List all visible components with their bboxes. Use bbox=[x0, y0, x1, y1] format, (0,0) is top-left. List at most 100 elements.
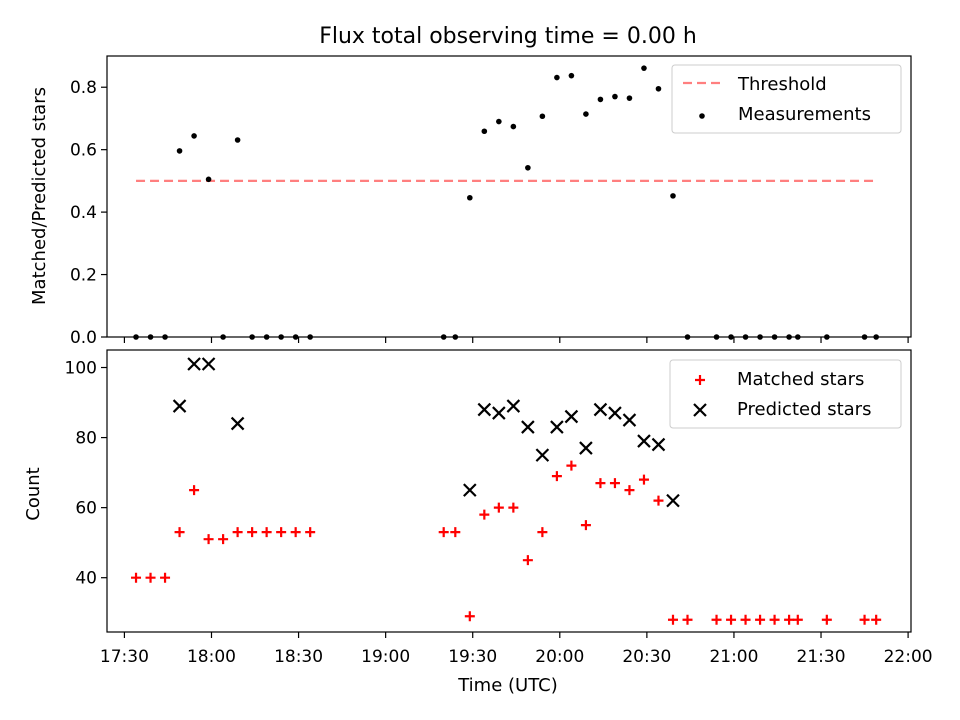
matched-star-point bbox=[580, 520, 591, 531]
matched-star-point bbox=[537, 527, 548, 538]
measurement-point bbox=[670, 193, 676, 199]
predicted-star-point bbox=[579, 441, 593, 455]
predicted-star-point bbox=[492, 406, 506, 420]
panel-1-y-tick-label: 0.0 bbox=[70, 328, 97, 348]
measurement-point bbox=[263, 334, 270, 340]
matched-star-point bbox=[232, 527, 243, 538]
measurement-point bbox=[147, 334, 154, 340]
x-tick-label: 20:00 bbox=[535, 647, 584, 667]
x-axis-label: Time (UTC) bbox=[457, 675, 558, 696]
predicted-star-point bbox=[477, 402, 492, 417]
matched-star-point bbox=[609, 478, 620, 489]
legend-bottom: Matched stars Predicted stars bbox=[669, 359, 902, 429]
predicted-star-point bbox=[637, 434, 651, 448]
measurement-point bbox=[307, 334, 313, 340]
panel-2-y-tick-label: 80 bbox=[75, 429, 97, 449]
measurement-point bbox=[133, 334, 139, 340]
measurement-point bbox=[824, 334, 830, 340]
legend-measurement-swatch bbox=[699, 113, 705, 119]
measurement-point bbox=[292, 334, 299, 340]
matched-star-point bbox=[740, 614, 751, 625]
matched-star-point bbox=[218, 534, 229, 545]
measurement-point bbox=[684, 334, 691, 340]
measurement-point bbox=[612, 93, 618, 100]
panel-1-y-tick-label: 0.4 bbox=[70, 203, 97, 223]
measurement-point bbox=[278, 334, 284, 340]
panel-1-y-tick-label: 0.8 bbox=[70, 78, 97, 98]
measurement-point bbox=[771, 334, 778, 340]
measurement-point bbox=[583, 111, 589, 117]
measurement-point bbox=[539, 113, 546, 120]
matched-star-point bbox=[493, 502, 504, 513]
matched-star-point bbox=[711, 614, 722, 625]
legend-top-box bbox=[671, 64, 902, 134]
x-tick-label: 18:30 bbox=[274, 647, 323, 667]
measurement-point bbox=[191, 133, 197, 139]
legend-bottom-box bbox=[669, 359, 902, 429]
legend-predicted-swatch bbox=[693, 403, 707, 417]
measurement-point bbox=[220, 334, 226, 340]
matched-star-point bbox=[174, 527, 185, 538]
measurement-point bbox=[861, 334, 868, 340]
x-tick-label: 18:00 bbox=[187, 647, 236, 667]
matched-star-point bbox=[653, 495, 664, 506]
measurement-point bbox=[626, 95, 633, 101]
measurement-point bbox=[440, 334, 447, 340]
matched-star-point bbox=[203, 534, 214, 545]
x-tick-label: 21:30 bbox=[797, 647, 846, 667]
measurement-point bbox=[728, 334, 734, 340]
x-tick-label: 17:30 bbox=[100, 647, 149, 667]
matched-star-point bbox=[247, 527, 258, 538]
predicted-star-point bbox=[550, 420, 564, 434]
measurement-point bbox=[249, 334, 255, 340]
x-tick-label: 20:30 bbox=[622, 647, 671, 667]
measurement-point bbox=[525, 164, 531, 171]
panel-2-y-tick-label: 40 bbox=[75, 569, 97, 589]
matched-star-point bbox=[290, 527, 301, 538]
matched-star-point bbox=[189, 485, 200, 496]
measurement-point bbox=[554, 74, 560, 81]
predicted-star-point bbox=[535, 448, 550, 462]
legend-predicted-label: Predicted stars bbox=[737, 399, 871, 420]
measurement-point bbox=[655, 85, 662, 92]
matched-star-point bbox=[638, 474, 649, 485]
matched-star-point bbox=[276, 527, 287, 538]
measurement-point bbox=[467, 194, 473, 201]
matched-star-point bbox=[261, 527, 272, 538]
matched-star-point bbox=[784, 614, 795, 625]
measurement-point bbox=[205, 176, 212, 183]
matched-star-point bbox=[464, 611, 475, 622]
measurement-point bbox=[597, 96, 604, 103]
matched-star-point bbox=[305, 527, 316, 538]
matched-star-point bbox=[508, 502, 519, 513]
matched-star-point bbox=[450, 527, 461, 538]
panel-2-y-tick-label: 60 bbox=[75, 499, 97, 519]
panel-1-y-tick-label: 0.6 bbox=[70, 141, 97, 161]
matched-star-point bbox=[682, 614, 693, 625]
matched-star-point bbox=[871, 614, 882, 625]
predicted-star-point bbox=[651, 437, 666, 452]
matched-star-point bbox=[624, 485, 635, 496]
figure-title: Flux total observing time = 0.00 h bbox=[319, 24, 697, 49]
x-tick-label: 19:00 bbox=[361, 647, 410, 667]
measurement-point bbox=[757, 334, 763, 340]
predicted-star-point bbox=[622, 413, 637, 427]
matched-star-point bbox=[859, 614, 870, 625]
x-tick-label: 22:00 bbox=[884, 647, 933, 667]
measurement-point bbox=[873, 334, 879, 340]
bottom-y-axis-label: Count bbox=[23, 467, 44, 520]
measurement-point bbox=[162, 334, 168, 340]
matched-star-point bbox=[160, 572, 171, 583]
top-y-axis-label: Matched/Predicted stars bbox=[29, 87, 50, 305]
matched-star-point bbox=[551, 471, 562, 482]
measurement-point bbox=[742, 334, 749, 340]
predicted-star-point bbox=[521, 420, 535, 434]
measurement-point bbox=[452, 334, 459, 340]
x-tick-label: 21:00 bbox=[709, 647, 758, 667]
predicted-star-point bbox=[666, 493, 680, 508]
measurement-point bbox=[786, 334, 792, 340]
predicted-star-point bbox=[608, 406, 622, 420]
predicted-star-point bbox=[172, 399, 187, 413]
measurement-point bbox=[568, 72, 575, 79]
